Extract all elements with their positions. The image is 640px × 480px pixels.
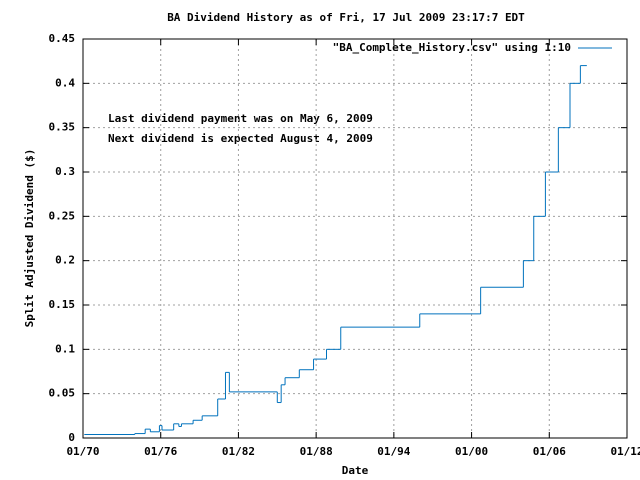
y-tick-label: 0: [68, 431, 75, 444]
plot-border: [82, 38, 628, 439]
x-tick-label: 01/12: [610, 445, 640, 458]
chart-title: BA Dividend History as of Fri, 17 Jul 20…: [167, 11, 525, 24]
x-tick-label: 01/06: [533, 445, 566, 458]
y-tick-label: 0.45: [49, 32, 76, 45]
legend-label: "BA_Complete_History.csv" using 1:10: [333, 41, 571, 54]
x-tick-label: 01/00: [455, 445, 488, 458]
x-tick-label: 01/76: [144, 445, 177, 458]
y-axis-label: Split Adjusted Dividend ($): [23, 149, 36, 328]
x-tick-label: 01/82: [222, 445, 255, 458]
x-tick-label: 01/88: [300, 445, 333, 458]
annotation: Last dividend payment was on May 6, 2009: [108, 112, 373, 125]
y-tick-label: 0.3: [55, 165, 75, 178]
x-tick-label: 01/70: [66, 445, 99, 458]
x-tick-label: 01/94: [377, 445, 410, 458]
y-tick-label: 0.4: [55, 76, 75, 89]
x-axis-label: Date: [342, 464, 369, 477]
y-tick-label: 0.05: [49, 387, 76, 400]
y-tick-label: 0.15: [49, 298, 76, 311]
y-tick-label: 0.2: [55, 254, 75, 267]
y-tick-label: 0.1: [55, 342, 75, 355]
annotation: Next dividend is expected August 4, 2009: [108, 132, 373, 145]
y-tick-label: 0.25: [49, 209, 76, 222]
y-tick-label: 0.35: [49, 121, 76, 134]
